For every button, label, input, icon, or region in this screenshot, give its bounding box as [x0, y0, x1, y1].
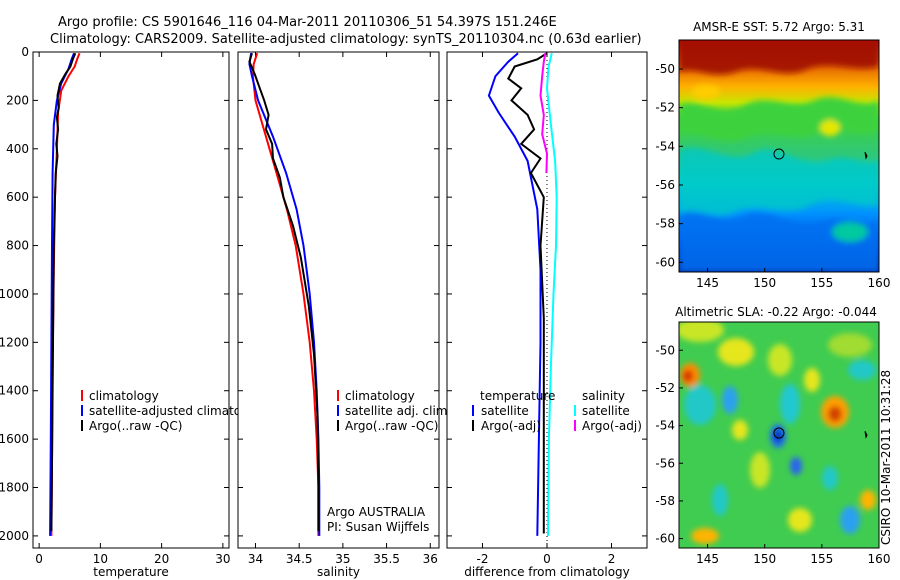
difference-x-tick-label: 2 — [608, 552, 616, 566]
temperature-x-tick-label: 0 — [35, 552, 43, 566]
salinity-x-tick-label: 34.5 — [286, 552, 313, 566]
temperature-x-tick-label: 20 — [154, 552, 169, 566]
temperature-series-group — [49, 52, 81, 536]
salinity-annotation-line: Argo AUSTRALIA — [327, 505, 426, 519]
difference-series-salinity-satellite — [545, 52, 558, 536]
temperature-x-tick-label: 30 — [215, 552, 230, 566]
salinity-x-tick-label: 35.5 — [373, 552, 400, 566]
temperature-legend-entry: satellite-adjusted climatology — [89, 404, 267, 418]
y-tick-label: 600 — [6, 190, 29, 204]
y-tick-label: 2000 — [0, 529, 29, 543]
temperature-series-argo-raw-qc- — [50, 52, 77, 532]
sst-y-tick-label: -58 — [655, 217, 675, 231]
timestamp-side-label: CSIRO 10-Mar-2011 10:31:28 — [879, 370, 893, 545]
difference-legend-right-entry: Argo(-adj) — [582, 419, 642, 433]
sst-y-tick-label: -52 — [655, 101, 675, 115]
sla-x-tick-label: 145 — [696, 552, 719, 566]
sst-field — [679, 40, 879, 272]
difference-legend-left-entry: Argo(-adj) — [481, 419, 541, 433]
temperature-legend-entry: Argo(..raw -QC) — [89, 419, 182, 433]
difference-series-temperature-argo-adj- — [507, 52, 548, 534]
sla-y-tick-label: -50 — [655, 343, 675, 357]
sst-y-tick-label: -50 — [655, 62, 675, 76]
sst-x-tick-label: 155 — [810, 276, 833, 290]
y-tick-label: 1400 — [0, 384, 29, 398]
sst-y-tick-label: -56 — [655, 178, 675, 192]
y-tick-label: 400 — [6, 142, 29, 156]
difference-series-temperature-satellite — [487, 52, 542, 536]
temperature-profile-panel: 0 200 400 600 800 1000 1200 1400 1600 1800 2000 0 10… — [0, 45, 267, 579]
sst-map-title: AMSR-E SST: 5.72 Argo: 5.31 — [693, 20, 865, 34]
figure-title-line-2: Climatology: CARS2009. Satellite-adjuste… — [50, 32, 642, 47]
temperature-plot-frame — [32, 51, 230, 549]
difference-x-tick-label: -2 — [476, 552, 488, 566]
sst-y-tick-label: -54 — [655, 139, 675, 153]
y-tick-label: 1800 — [0, 481, 29, 495]
sst-x-tick-label: 145 — [696, 276, 719, 290]
sla-x-tick-label: 160 — [868, 552, 891, 566]
y-tick-label: 800 — [6, 239, 29, 253]
salinity-profile-panel: 34 34.5 35 35.5 36 salinity climatologysatelli… — [237, 51, 451, 579]
difference-x-tick-label: 0 — [543, 552, 551, 566]
salinity-x-axis-label: salinity — [317, 565, 360, 579]
y-tick-label: 1000 — [0, 287, 29, 301]
difference-legend-left-entry: satellite — [481, 404, 529, 418]
y-tick-label: 1600 — [0, 432, 29, 446]
salinity-legend-entry: Argo(..raw -QC) — [345, 419, 438, 433]
sst-coast-fragment — [864, 151, 868, 160]
sla-map-title: Altimetric SLA: -0.22 Argo: -0.044 — [675, 305, 877, 319]
sla-y-tick-label: -58 — [655, 494, 675, 508]
temperature-x-axis-label: temperature — [93, 565, 168, 579]
salinity-legend-entry: satellite adj. clim. — [345, 404, 451, 418]
sst-argo-location-marker — [773, 148, 785, 160]
sst-y-tick-label: -60 — [655, 255, 675, 269]
salinity-legend-entry: climatology — [345, 389, 415, 403]
temperature-legend-entry: climatology — [89, 389, 159, 403]
salinity-series-argo-raw-qc- — [248, 52, 320, 532]
y-tick-label: 200 — [6, 93, 29, 107]
difference-legend-right-entry: salinity — [582, 389, 625, 403]
sla-y-tick-label: -52 — [655, 381, 675, 395]
sst-x-tick-label: 150 — [753, 276, 776, 290]
difference-series-group — [487, 52, 558, 536]
sla-argo-location-marker — [773, 427, 785, 439]
difference-series-salinity-argo-adj- — [539, 53, 549, 174]
salinity-annotation-line: PI: Susan Wijffels — [327, 520, 429, 534]
figure-title-line-1: Argo profile: CS 5901646_116 04-Mar-2011… — [58, 15, 557, 30]
sla-x-tick-label: 155 — [810, 552, 833, 566]
sla-y-tick-label: -60 — [655, 532, 675, 546]
difference-x-axis-label: difference from climatology — [464, 565, 630, 579]
sla-field — [679, 322, 879, 548]
sla-y-tick-label: -56 — [655, 456, 675, 470]
salinity-x-tick-label: 36 — [423, 552, 438, 566]
sst-map-panel: AMSR-E SST: 5.72 Argo: 5.31 145 150 155 160… — [655, 20, 890, 290]
sla-coast-fragment — [864, 431, 868, 439]
salinity-x-tick-label: 34 — [248, 552, 263, 566]
difference-legend-left-entry: temperature — [480, 389, 555, 403]
temperature-series-satellite-adjusted-climatology — [49, 52, 75, 536]
salinity-series-group — [248, 52, 321, 536]
sla-x-tick-label: 150 — [753, 552, 776, 566]
difference-legend-right-entry: satellite — [582, 404, 630, 418]
y-tick-label: 1200 — [0, 335, 29, 349]
salinity-x-tick-label: 35 — [335, 552, 350, 566]
sla-y-tick-label: -54 — [655, 419, 675, 433]
sst-x-tick-label: 160 — [868, 276, 891, 290]
y-tick-label: 0 — [21, 45, 29, 59]
temperature-x-tick-label: 10 — [93, 552, 108, 566]
sla-map-panel: Altimetric SLA: -0.22 Argo: -0.044 — [655, 305, 890, 566]
